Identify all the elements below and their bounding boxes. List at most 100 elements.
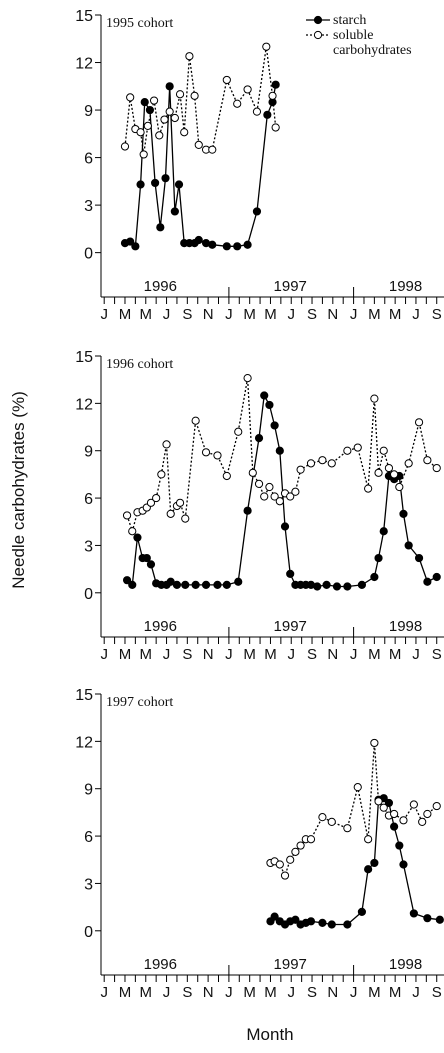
data-point <box>120 142 130 151</box>
x-tick-label: J <box>287 984 295 1001</box>
data-point <box>409 800 418 809</box>
x-tick-label: M <box>140 984 153 1001</box>
data-point <box>128 580 137 590</box>
data-point <box>262 42 271 51</box>
data-point <box>213 580 222 590</box>
data-point <box>291 847 300 856</box>
x-axis-label: Month <box>246 1025 293 1044</box>
data-point <box>418 817 427 826</box>
data-point <box>343 824 352 833</box>
x-tick-label: J <box>350 306 358 323</box>
y-tick-label: 6 <box>84 151 93 168</box>
data-point <box>252 107 262 116</box>
x-tick-label: M <box>243 306 256 323</box>
y-tick-label: 9 <box>84 103 93 120</box>
data-point <box>243 506 252 515</box>
data-point <box>160 115 169 124</box>
data-point <box>166 577 175 586</box>
data-point <box>243 374 252 383</box>
data-point <box>271 80 280 89</box>
data-point <box>390 470 399 479</box>
data-point <box>162 440 171 449</box>
x-tick-label: M <box>119 984 132 1001</box>
panel-title: 1996 cohort <box>106 357 173 372</box>
x-tick-label: M <box>243 646 256 663</box>
data-point <box>122 511 132 520</box>
legend-label: starch <box>333 13 366 28</box>
data-point <box>233 99 242 108</box>
x-tick-label: M <box>389 984 402 1001</box>
data-point <box>161 174 170 183</box>
data-point <box>172 580 182 590</box>
data-point <box>136 180 145 189</box>
year-label: 1997 <box>274 618 307 635</box>
x-tick-label: J <box>412 306 420 323</box>
data-point <box>185 52 194 61</box>
data-point <box>353 783 362 792</box>
data-point <box>395 841 404 850</box>
x-tick-label: M <box>389 306 402 323</box>
x-tick-label: J <box>287 306 295 323</box>
x-tick-label: S <box>307 646 317 663</box>
y-tick-label: 0 <box>84 586 93 603</box>
x-tick-label: S <box>182 306 192 323</box>
data-point <box>286 569 295 578</box>
data-point <box>213 451 222 460</box>
data-point <box>136 128 145 137</box>
data-point <box>370 394 379 403</box>
y-tick-label: 3 <box>84 538 93 555</box>
y-tick-label: 15 <box>75 687 93 704</box>
y-tick-label: 3 <box>84 876 93 893</box>
data-point <box>432 572 441 582</box>
year-label: 1996 <box>144 956 177 973</box>
data-point <box>423 809 432 819</box>
year-label: 1998 <box>389 956 422 973</box>
data-point <box>414 418 424 427</box>
data-point <box>170 113 179 123</box>
x-tick-label: N <box>203 306 214 323</box>
data-point <box>357 907 367 916</box>
data-point <box>248 468 257 477</box>
data-point <box>175 90 185 99</box>
x-tick-label: J <box>350 646 358 663</box>
data-point <box>270 421 279 430</box>
data-point <box>233 242 242 251</box>
data-point <box>275 446 284 455</box>
data-point <box>131 242 140 251</box>
x-tick-label: M <box>264 306 277 323</box>
y-tick-label: 3 <box>84 198 93 215</box>
y-tick-label: 6 <box>84 829 93 846</box>
data-point <box>208 240 217 249</box>
year-label: 1996 <box>144 278 177 295</box>
data-point <box>151 178 160 188</box>
data-point <box>318 456 327 465</box>
data-point <box>222 75 231 85</box>
x-tick-label: J <box>225 646 233 663</box>
data-point <box>222 580 231 590</box>
data-point <box>374 553 383 563</box>
data-point <box>165 107 174 116</box>
data-point <box>181 514 190 523</box>
data-point <box>263 110 272 119</box>
data-point <box>260 492 269 501</box>
y-tick-label: 6 <box>84 491 93 508</box>
x-tick-label: J <box>225 306 233 323</box>
data-point <box>126 237 135 246</box>
data-point <box>175 498 185 507</box>
data-point <box>399 816 408 825</box>
data-point <box>181 580 190 590</box>
data-point <box>156 223 165 232</box>
data-point <box>374 468 383 477</box>
data-point <box>291 487 300 496</box>
data-point <box>296 841 305 850</box>
x-tick-label: J <box>100 646 108 663</box>
x-tick-label: J <box>100 984 108 1001</box>
data-point <box>165 82 174 91</box>
data-point <box>254 433 264 443</box>
legend-marker <box>313 15 323 25</box>
x-tick-label: M <box>368 306 381 323</box>
data-point <box>146 498 156 507</box>
y-tick-label: 12 <box>75 396 93 413</box>
data-point <box>409 909 418 918</box>
x-tick-label: S <box>182 984 192 1001</box>
